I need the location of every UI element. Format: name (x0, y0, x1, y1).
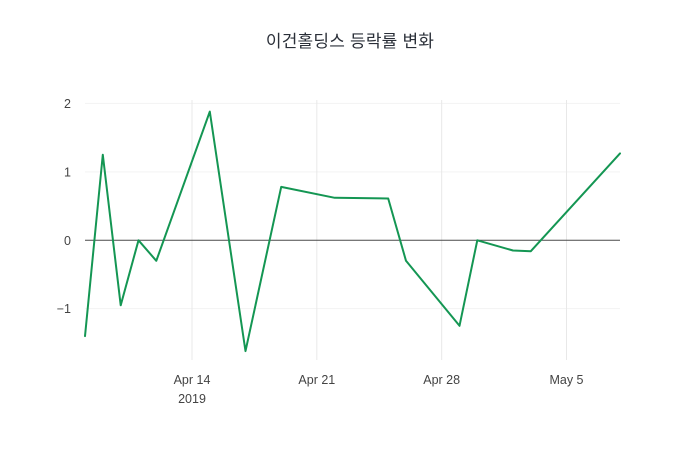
x-tick-label: Apr 28 (423, 373, 460, 387)
y-tick-label: 2 (64, 97, 71, 111)
series-line (84, 110, 621, 353)
x-axis-year-label: 2019 (178, 392, 206, 406)
chart-title: 이건홀딩스 등락률 변화 (265, 32, 435, 51)
y-tick-label: −1 (57, 302, 71, 316)
y-tick-label: 0 (64, 234, 71, 248)
x-tick-label: May 5 (549, 373, 583, 387)
x-tick-label: Apr 21 (298, 373, 335, 387)
y-tick-label: 1 (64, 165, 71, 179)
x-tick-label: Apr 14 (174, 373, 211, 387)
